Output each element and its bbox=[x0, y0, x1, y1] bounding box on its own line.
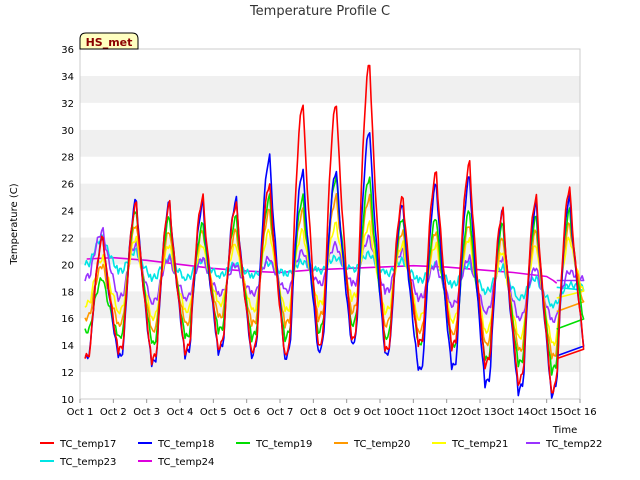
legend-label: TC_temp21 bbox=[451, 439, 508, 450]
y-tick-label: 12 bbox=[61, 368, 74, 379]
legend-label: TC_temp20 bbox=[353, 439, 410, 450]
series-layer bbox=[84, 64, 585, 399]
grid-band bbox=[80, 372, 580, 399]
legend-label: TC_temp24 bbox=[157, 457, 214, 468]
y-tick-label: 36 bbox=[61, 45, 74, 56]
y-tick-label: 20 bbox=[61, 260, 74, 271]
y-tick-label: 24 bbox=[61, 207, 74, 218]
x-tick-label: Oct 1 bbox=[67, 407, 94, 418]
x-tick-label: Oct 15 bbox=[530, 407, 563, 418]
grid-band bbox=[80, 102, 580, 130]
x-axis-ticks: Oct 1 Oct 2 Oct 3 Oct 4 Oct 5 Oct 6 Oct 7 Oct 8… bbox=[67, 399, 597, 418]
y-tick-label: 10 bbox=[61, 395, 74, 406]
x-tick-label: Oct 6 bbox=[233, 407, 260, 418]
series-line-TC_temp17 bbox=[84, 64, 585, 394]
grid-band bbox=[80, 291, 580, 319]
hs-met-badge: HS_met bbox=[79, 32, 139, 50]
x-tick-label: Oct 16 bbox=[563, 407, 596, 418]
grid-band bbox=[80, 49, 580, 76]
y-tick-label: 34 bbox=[61, 72, 74, 83]
y-tick-label: 26 bbox=[61, 180, 74, 191]
y-axis-ticks: 10 12 14 16 18 20 22 24 26 28 30 32 34 36 bbox=[61, 45, 74, 406]
series-line-TC_temp19 bbox=[84, 174, 585, 376]
x-tick-label: Oct 14 bbox=[497, 407, 530, 418]
grid-band bbox=[80, 318, 580, 346]
grid-band bbox=[80, 129, 580, 157]
legend-label: TC_temp23 bbox=[59, 457, 116, 468]
x-tick-label: Oct 13 bbox=[463, 407, 496, 418]
x-tick-label: Oct 5 bbox=[200, 407, 227, 418]
x-tick-label: Oct 8 bbox=[300, 407, 327, 418]
grid-bands bbox=[80, 49, 580, 399]
series-line-TC_temp21 bbox=[84, 220, 585, 347]
legend-label: TC_temp19 bbox=[255, 439, 312, 450]
grid-band bbox=[80, 345, 580, 373]
y-tick-label: 16 bbox=[61, 314, 74, 325]
y-tick-label: 18 bbox=[61, 287, 74, 298]
series-line-TC_temp22 bbox=[84, 226, 585, 323]
y-tick-label: 28 bbox=[61, 153, 74, 164]
legend-label: TC_temp18 bbox=[157, 439, 214, 450]
legend-label: TC_temp22 bbox=[545, 439, 602, 450]
badge-label: HS_met bbox=[86, 36, 133, 49]
series-line-TC_temp20 bbox=[84, 193, 585, 360]
x-tick-label: Oct 10 bbox=[363, 407, 396, 418]
x-tick-label: Oct 11 bbox=[397, 407, 430, 418]
y-tick-label: 32 bbox=[61, 99, 74, 110]
y-axis-label: Temperature (C) bbox=[9, 183, 20, 265]
x-tick-label: Oct 7 bbox=[267, 407, 294, 418]
legend-label: TC_temp17 bbox=[59, 439, 116, 450]
legend: TC_temp17 TC_temp18 TC_temp19 TC_temp20 TC_t… bbox=[40, 439, 602, 468]
x-tick-label: Oct 4 bbox=[167, 407, 194, 418]
plot-area-frame bbox=[79, 48, 581, 400]
chart-title: Temperature Profile C bbox=[249, 4, 390, 19]
x-axis-label: Time bbox=[552, 425, 577, 436]
y-tick-label: 14 bbox=[61, 341, 74, 352]
grid-band bbox=[80, 75, 580, 103]
y-tick-label: 22 bbox=[61, 233, 74, 244]
x-tick-label: Oct 9 bbox=[333, 407, 360, 418]
x-tick-label: Oct 2 bbox=[100, 407, 127, 418]
x-tick-label: Oct 12 bbox=[430, 407, 463, 418]
grid-band bbox=[80, 183, 580, 211]
y-tick-label: 30 bbox=[61, 126, 74, 137]
x-tick-label: Oct 3 bbox=[133, 407, 160, 418]
